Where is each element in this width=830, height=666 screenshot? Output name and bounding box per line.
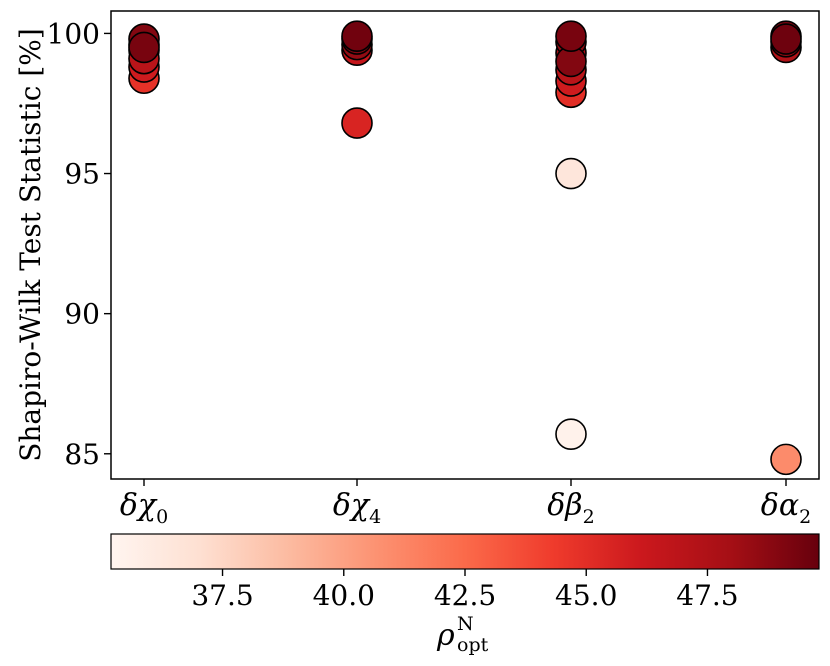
x-tick-label: δχ0 bbox=[120, 488, 168, 528]
x-tick-label: δα2 bbox=[761, 488, 811, 528]
colorbar-tick-label: 37.5 bbox=[191, 579, 253, 612]
scatter-point bbox=[341, 107, 373, 139]
colorbar-label-symbol: ρ bbox=[436, 618, 455, 653]
y-axis-label: Shapiro-Wilk Test Statistic [%] bbox=[14, 28, 47, 462]
colorbar-label-subscript: opt bbox=[457, 634, 489, 656]
scatter-point bbox=[555, 20, 587, 53]
scatter-point bbox=[555, 157, 587, 190]
plot-frame bbox=[110, 10, 820, 480]
colorbar-ticks: 37.5 40.0 42.5 45.0 47.5 bbox=[191, 569, 739, 612]
scatter-point bbox=[770, 443, 802, 476]
y-tick-label: 100 bbox=[47, 17, 100, 50]
colorbar bbox=[110, 533, 820, 570]
y-axis-ticks: 85 90 95 100 bbox=[47, 17, 111, 471]
scatter-point bbox=[128, 31, 160, 64]
scatter-points bbox=[128, 20, 802, 476]
x-tick-label: δβ2 bbox=[547, 488, 595, 528]
colorbar-tick-label: 45.0 bbox=[555, 579, 617, 612]
colorbar-tick-label: 40.0 bbox=[313, 579, 375, 612]
y-tick-label: 95 bbox=[64, 158, 100, 191]
scatter-point bbox=[555, 418, 587, 450]
x-tick-label: δχ4 bbox=[333, 488, 381, 528]
scatter-point bbox=[341, 20, 373, 53]
y-tick-label: 90 bbox=[64, 298, 100, 331]
scatter-point bbox=[770, 23, 802, 55]
colorbar-tick-label: 47.5 bbox=[676, 579, 738, 612]
x-axis-ticks: δχ0 δχ4 δβ2 δα2 bbox=[120, 479, 811, 528]
colorbar-tick-label: 42.5 bbox=[434, 579, 496, 612]
y-tick-label: 85 bbox=[64, 438, 100, 471]
colorbar-label-superscript: N bbox=[457, 613, 474, 635]
colorbar-label: ρ bbox=[436, 618, 455, 653]
